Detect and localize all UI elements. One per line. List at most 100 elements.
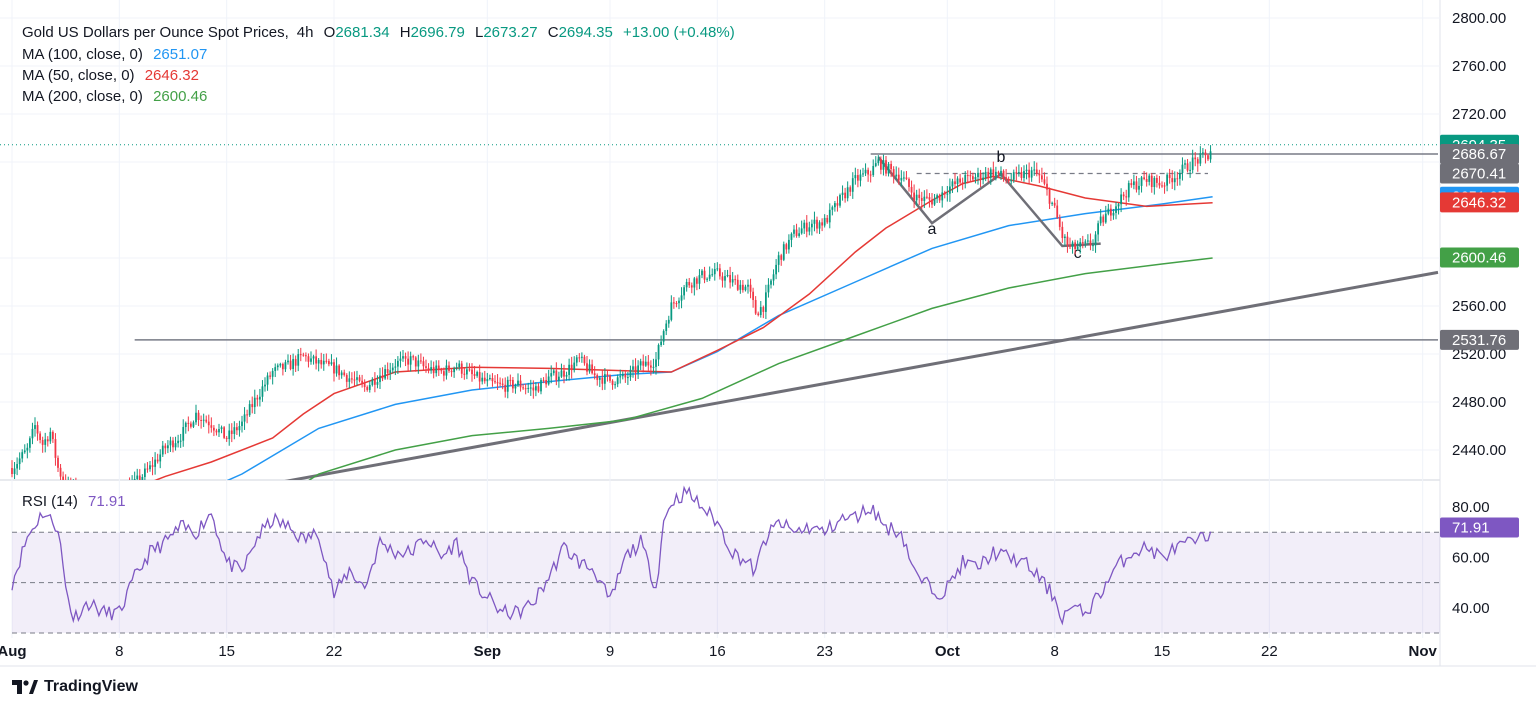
candle-body [1209, 151, 1212, 160]
candle-body [1056, 205, 1059, 218]
candle-body [223, 427, 226, 438]
candle-body [230, 430, 233, 434]
candle-body [747, 284, 749, 287]
candle-body [675, 303, 678, 305]
candle-body [453, 368, 456, 373]
candle-body [803, 222, 806, 229]
candle-body [578, 357, 581, 359]
candle-body [271, 370, 274, 377]
candle-body [409, 356, 412, 365]
ma50-value: 2646.32 [144, 67, 199, 84]
rsi-line [11, 485, 1212, 626]
candle-body [688, 281, 691, 286]
ohlc-h-label: H [399, 24, 411, 41]
candle-body [67, 482, 69, 489]
candle-body [534, 386, 537, 391]
candle-body [371, 379, 374, 385]
candle-body [762, 307, 765, 312]
candle-body [343, 372, 346, 376]
candle-body [310, 358, 312, 362]
candle-body [320, 359, 323, 365]
candle-body [928, 197, 931, 200]
candle-body [1115, 206, 1117, 213]
candle-body [133, 479, 136, 480]
candle-body [26, 447, 29, 451]
tradingview-logo[interactable]: TradingView [12, 678, 138, 696]
candle-body [609, 375, 611, 381]
candle-body [468, 369, 471, 371]
candle-body [1207, 155, 1209, 160]
candle-body [568, 364, 571, 375]
candle-body [1017, 172, 1020, 174]
candle-body [1094, 234, 1097, 246]
candle-body [1020, 172, 1023, 178]
candle-body [138, 475, 141, 480]
candle-body [879, 159, 882, 170]
candle-body [772, 274, 775, 281]
candle-body [478, 372, 481, 382]
candle-body [276, 365, 279, 368]
candle-body [964, 175, 967, 184]
trend-line [284, 270, 1439, 480]
candle-body [1048, 189, 1051, 204]
candle-body [366, 387, 369, 390]
candle-body [849, 187, 852, 192]
candle-body [1122, 194, 1125, 197]
candle-body [885, 160, 887, 174]
candle-body [384, 369, 387, 379]
candle-body [780, 255, 783, 260]
candle-body [997, 171, 1000, 174]
candle-body [1051, 202, 1054, 204]
candle-body [41, 440, 44, 445]
candle-body [279, 363, 282, 366]
candle-body [545, 380, 548, 385]
candle-body [241, 421, 243, 427]
ma200-line [308, 257, 1213, 480]
candle-body [70, 482, 72, 487]
candle-body [356, 377, 358, 380]
candle-body [787, 239, 790, 250]
candle-body [1086, 240, 1089, 242]
candle-body [593, 373, 596, 376]
candle-body [28, 438, 31, 448]
candle-body [588, 364, 591, 372]
price-badge [1440, 143, 1519, 164]
candle-body [813, 219, 816, 224]
time-tick-label: Aug [0, 643, 27, 660]
price-badge [1440, 247, 1519, 268]
candle-body [287, 360, 289, 363]
candle-body [711, 274, 714, 276]
candle-body [586, 363, 588, 372]
candle-body [340, 372, 343, 376]
time-tick-label: Oct [935, 643, 960, 660]
candle-body [1196, 159, 1199, 164]
candle-body [54, 439, 57, 458]
ohlc-open: 2681.34 [335, 24, 390, 41]
candle-body [233, 427, 236, 434]
candle-body [1204, 152, 1207, 156]
candle-body [805, 222, 808, 232]
candle-body [264, 384, 266, 387]
candle-body [1155, 177, 1158, 183]
candle-body [1007, 179, 1010, 182]
candle-body [1191, 157, 1194, 170]
candle-body [361, 380, 364, 384]
candle-body [657, 344, 660, 360]
candle-body [1043, 179, 1046, 184]
candle-body [404, 356, 407, 359]
price-badge-label: 2600.46 [1452, 249, 1506, 266]
candle-body [647, 361, 650, 366]
candle-body [1038, 173, 1041, 176]
candle-body [729, 274, 732, 283]
candle-body [555, 370, 558, 381]
candle-body [1092, 245, 1094, 247]
candle-body [284, 362, 287, 370]
candle-body [325, 360, 328, 362]
ma100-value: 2651.07 [153, 46, 208, 63]
candle-body [463, 373, 466, 375]
candle-body [971, 176, 974, 180]
candle-body [1168, 174, 1171, 179]
time-tick-label: 9 [606, 643, 614, 660]
candle-body [368, 384, 371, 390]
